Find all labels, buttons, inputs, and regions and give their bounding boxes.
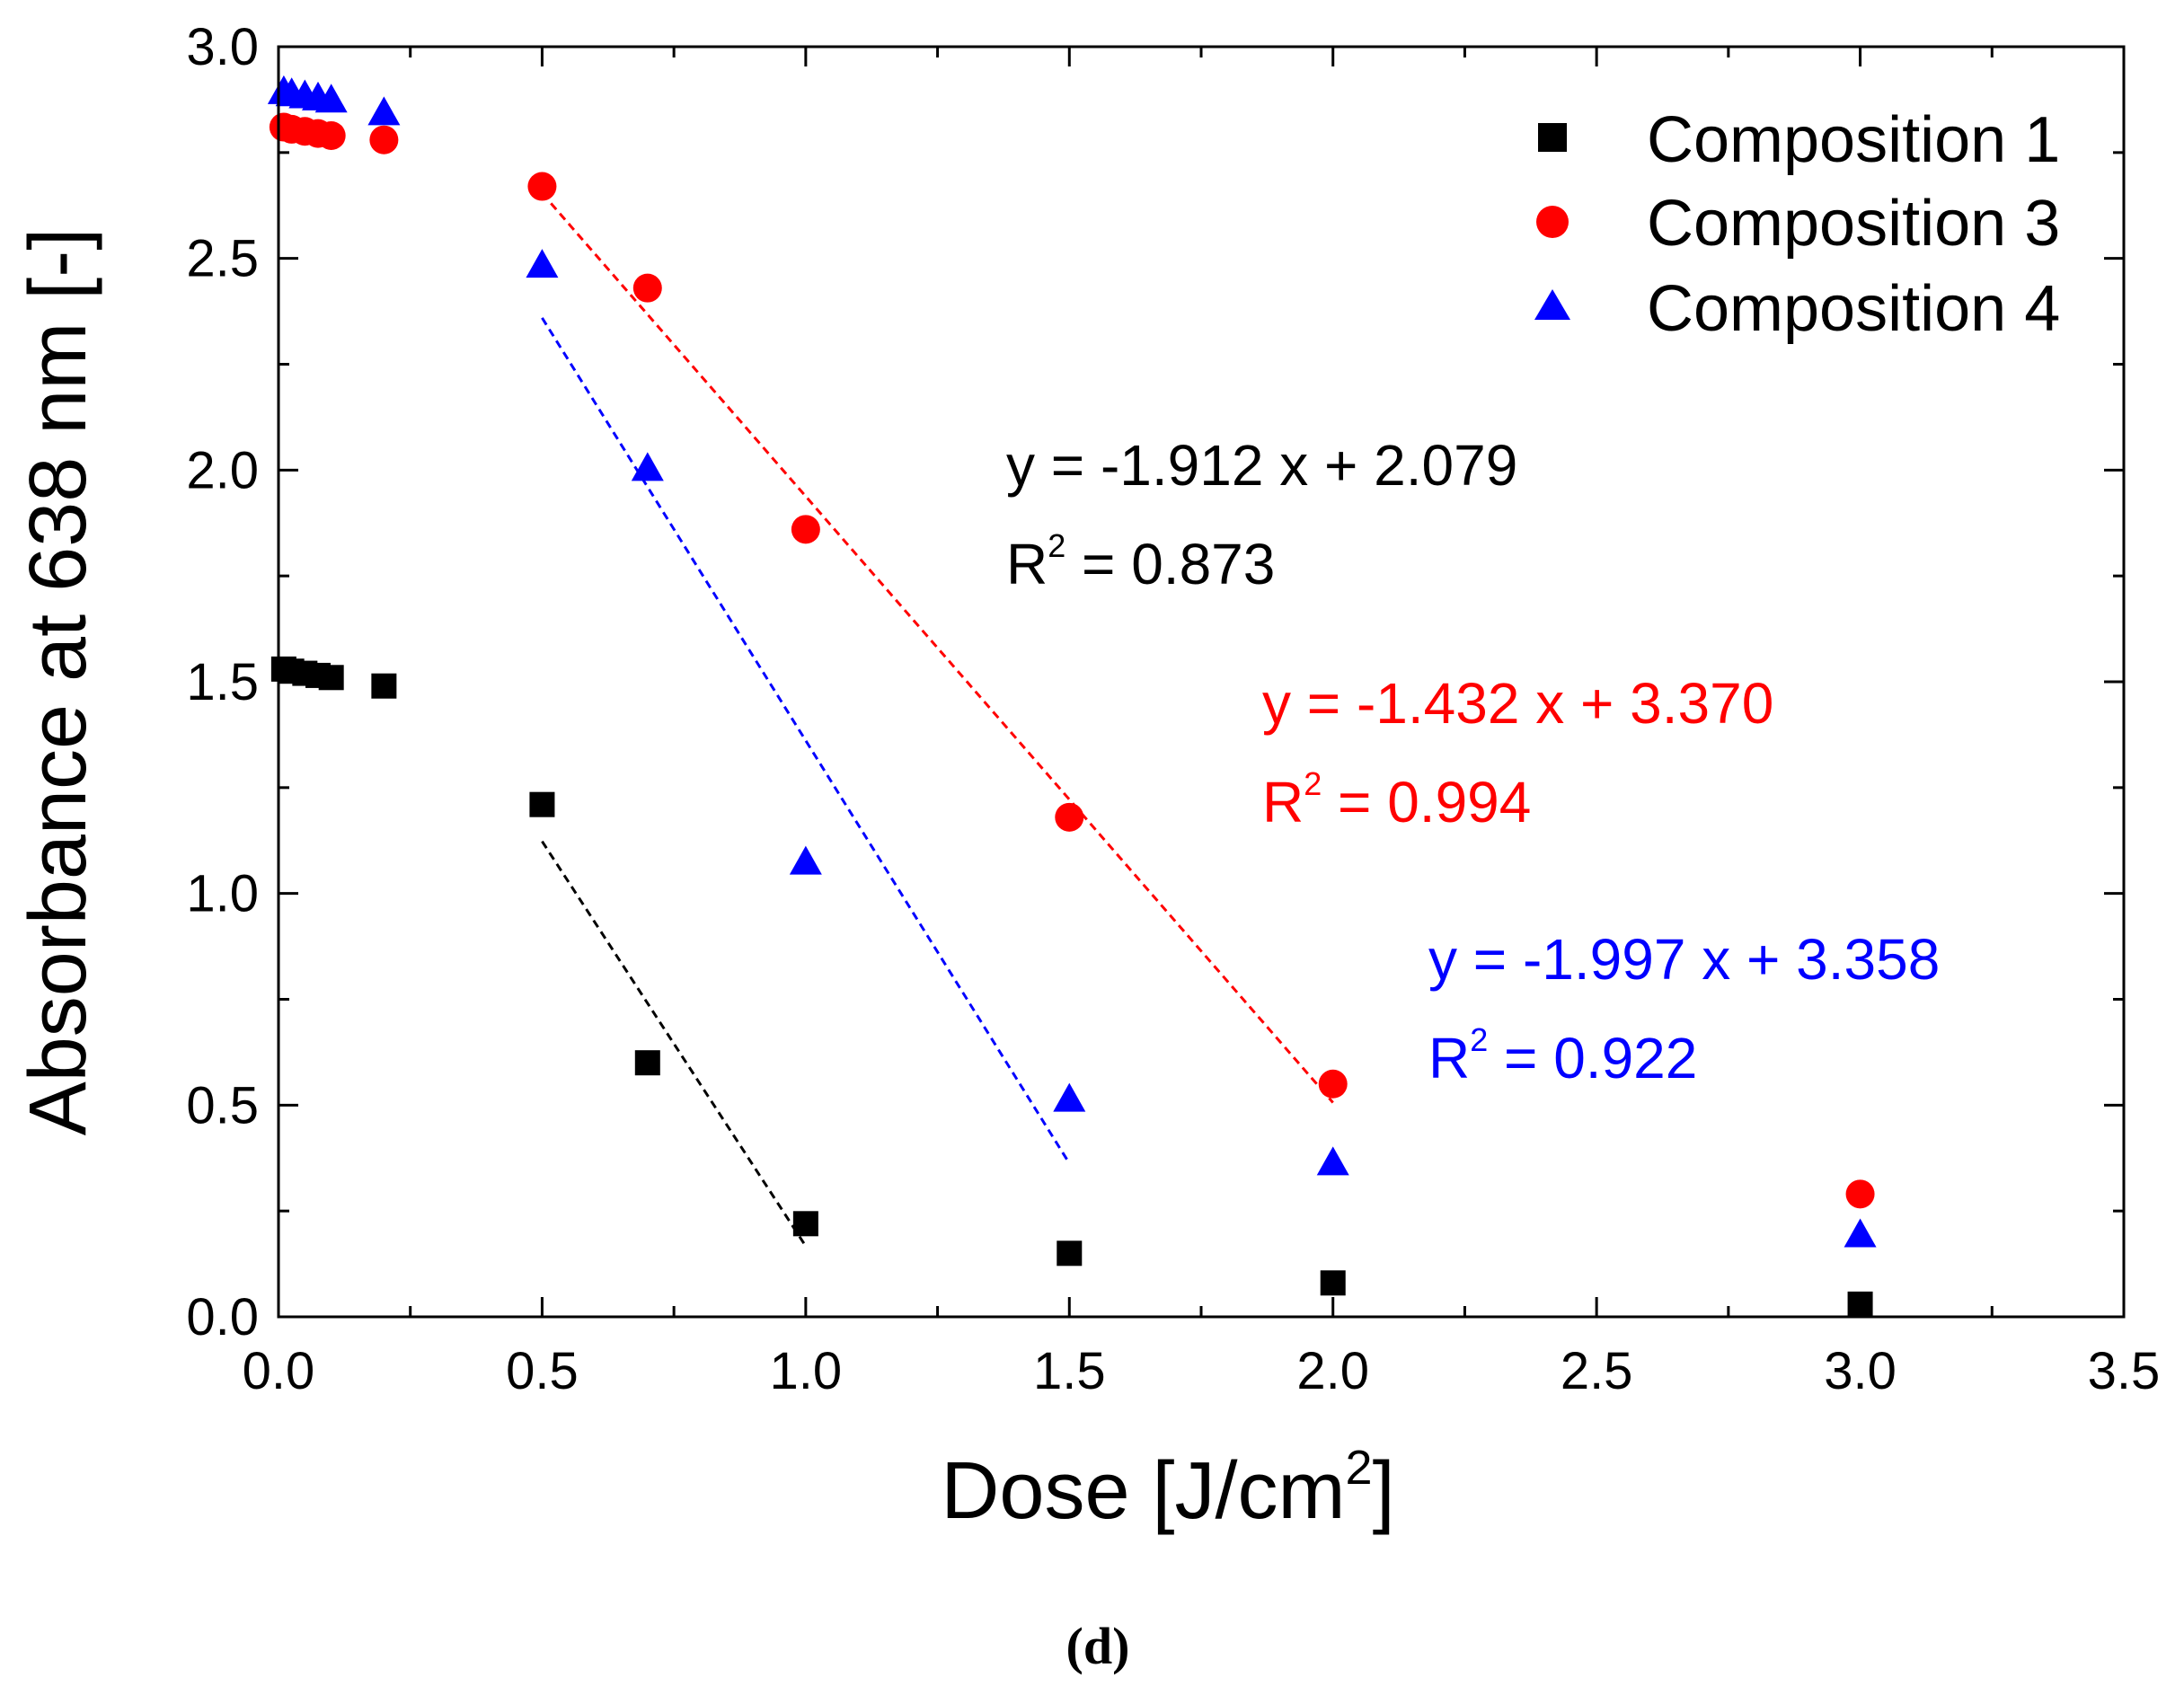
- data-point-series-1: [792, 1211, 818, 1237]
- fit-annotation-composition-3: y = -1.432 x + 3.370 R2 = 0.994: [1262, 671, 1773, 834]
- data-point-series-3: [789, 845, 822, 875]
- legend-label-composition-3: Composition 3: [1647, 188, 2060, 260]
- y-tick-label: 0.0: [186, 1288, 259, 1346]
- legend-label-composition-1: Composition 1: [1647, 104, 2060, 176]
- data-point-series-2: [527, 172, 557, 201]
- data-point-series-3: [314, 84, 348, 113]
- legend: Composition 1 Composition 3 Composition …: [1534, 104, 2060, 345]
- data-point-series-1: [1057, 1240, 1083, 1267]
- plot-frame: [277, 45, 2126, 1319]
- data-point-series-3: [367, 96, 401, 126]
- fit-annotation-composition-1: y = -1.912 x + 2.079 R2 = 0.873: [1006, 433, 1517, 596]
- y-axis-label: Absorbance at 638 nm [-]: [13, 228, 103, 1136]
- fit-r2-composition-1: R2 = 0.873: [1006, 527, 1275, 596]
- y-tick-label: 1.5: [186, 653, 259, 711]
- fit-r2-composition-3: R2 = 0.994: [1262, 765, 1531, 834]
- data-point-series-3: [631, 452, 664, 481]
- x-tick-label: 0.0: [243, 1342, 315, 1400]
- panel-label: (d): [1066, 1617, 1130, 1675]
- data-point-series-1: [371, 673, 397, 699]
- data-point-series-2: [1318, 1069, 1348, 1099]
- data-markers: [267, 75, 1877, 1317]
- y-tick-label: 0.5: [186, 1076, 259, 1134]
- y-tick-label: 2.5: [186, 230, 259, 288]
- fit-line-series-3: [541, 317, 1071, 1164]
- x-tick-label: 2.0: [1296, 1342, 1369, 1400]
- fit-lines: [541, 192, 1334, 1248]
- data-point-series-2: [369, 125, 399, 154]
- data-point-series-2: [316, 120, 346, 150]
- data-point-series-2: [791, 515, 820, 544]
- data-point-series-2: [1055, 802, 1084, 832]
- x-axis-label: Dose [J/cm2]: [941, 1441, 1394, 1536]
- y-tick-label: 1.0: [186, 865, 259, 923]
- data-point-series-1: [1847, 1291, 1873, 1317]
- data-point-series-1: [529, 791, 555, 817]
- data-point-series-2: [632, 273, 662, 303]
- x-tick-label: 0.5: [506, 1342, 579, 1400]
- data-point-series-3: [1844, 1218, 1877, 1248]
- fit-r2-composition-4: R2 = 0.922: [1428, 1021, 1697, 1090]
- data-point-series-3: [1316, 1146, 1349, 1176]
- tick-labels: 0.0 0.5 1.0 1.5 2.0 2.5 3.0 3.5 0.0 0.5 1.0 1.5 2.0 2…: [186, 18, 2160, 1400]
- fit-equation-composition-4: y = -1.997 x + 3.358: [1428, 927, 1940, 992]
- fit-equation-composition-3: y = -1.432 x + 3.370: [1262, 671, 1773, 736]
- x-tick-label: 3.5: [2088, 1342, 2161, 1400]
- fit-annotation-composition-4: y = -1.997 x + 3.358 R2 = 0.922: [1428, 927, 1940, 1090]
- x-tick-label: 1.0: [770, 1342, 843, 1400]
- legend-marker-composition-3: [1536, 206, 1569, 238]
- fit-line-series-2: [541, 192, 1334, 1104]
- y-tick-label: 2.0: [186, 441, 259, 499]
- fit-equation-composition-1: y = -1.912 x + 2.079: [1006, 433, 1517, 498]
- data-point-series-3: [526, 249, 559, 278]
- x-tick-label: 1.5: [1033, 1342, 1106, 1400]
- fit-line-series-1: [541, 840, 808, 1248]
- data-point-series-1: [318, 665, 344, 691]
- legend-marker-composition-4: [1534, 289, 1570, 320]
- legend-marker-composition-1: [1538, 123, 1567, 152]
- legend-label-composition-4: Composition 4: [1647, 273, 2060, 345]
- y-tick-label: 3.0: [186, 18, 259, 76]
- data-point-series-1: [1320, 1270, 1346, 1296]
- x-tick-label: 3.0: [1824, 1342, 1897, 1400]
- data-point-series-3: [1053, 1082, 1086, 1112]
- data-point-series-2: [1845, 1179, 1875, 1209]
- data-point-series-1: [634, 1050, 660, 1076]
- x-tick-label: 2.5: [1561, 1342, 1633, 1400]
